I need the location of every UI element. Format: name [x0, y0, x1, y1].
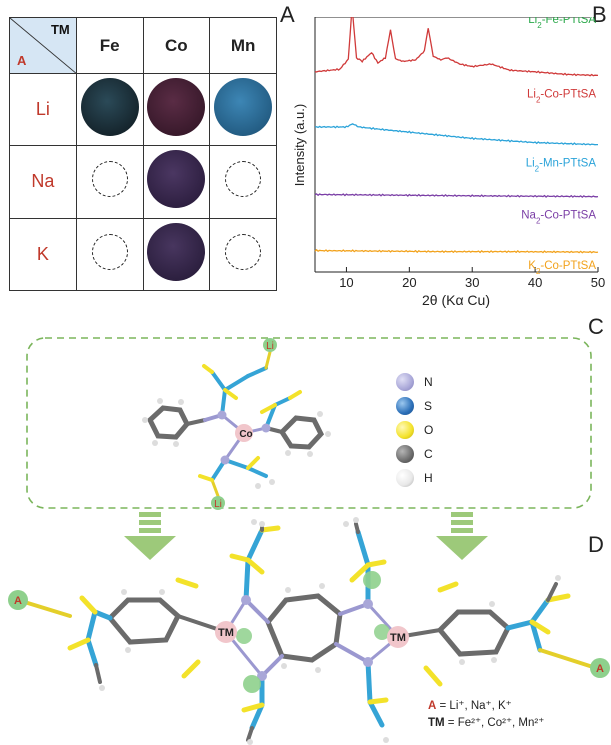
oxygen-atom-icon: [396, 421, 414, 439]
hydrogen-atom-icon: [396, 469, 414, 487]
table-row-na: Na: [9, 145, 277, 219]
monomer-li-label-top: Li: [266, 341, 274, 352]
x-tick-label: 50: [591, 275, 605, 290]
powder-sample-li-fe: [80, 78, 139, 137]
monomer-molecule: Co Li Li: [142, 338, 331, 510]
atom-legend-label: C: [424, 447, 433, 461]
empty-sample-k-fe: [91, 233, 128, 270]
x-tick-label: 30: [465, 275, 479, 290]
atom-legend-item: C: [396, 442, 433, 466]
xrd-series-label: Li2-Mn-PTtSA: [526, 158, 597, 174]
corner-tm-label: TM: [50, 22, 70, 37]
row-header-na: Na: [9, 145, 77, 219]
xrd-series-line: [314, 123, 598, 146]
empty-sample-na-fe: [91, 161, 128, 198]
panel-c-dashed-frame: [26, 337, 592, 509]
cell-na-fe: [75, 145, 144, 219]
cell-na-co: [142, 145, 211, 219]
xrd-series-line: [314, 17, 599, 77]
column-header-co: Co: [142, 17, 211, 74]
x-axis-label: 2θ (Kα Cu): [422, 292, 490, 308]
cell-li-mn: [209, 72, 277, 147]
note-a-line: A = Li⁺, Na⁺, K⁺: [428, 698, 544, 715]
atom-legend-label: N: [424, 375, 433, 389]
table-corner: TM A: [9, 17, 77, 74]
powder-sample-li-co: [147, 78, 206, 137]
table-row-k: K: [9, 217, 277, 292]
dimer-tm-label-right: TM: [390, 632, 406, 644]
cell-k-mn: [209, 217, 277, 292]
empty-sample-k-mn: [225, 233, 262, 270]
dimer-a-label-left: A: [14, 595, 22, 607]
dimer-legend-note: A = Li⁺, Na⁺, K⁺ TM = Fe²⁺, Co²⁺, Mn²⁺: [428, 698, 544, 732]
atom-legend-label: O: [424, 423, 434, 437]
atom-legend-item: O: [396, 418, 433, 442]
atom-legend-label: H: [424, 471, 433, 485]
arrow-down-left: [124, 512, 176, 560]
atom-legend-item: S: [396, 394, 433, 418]
powder-sample-na-co: [147, 150, 206, 209]
column-header-fe: Fe: [75, 17, 144, 74]
xrd-series-line: [314, 193, 599, 199]
xrd-series-label: K2-Co-PTtSA: [528, 260, 596, 276]
cell-k-co: [142, 217, 211, 292]
cell-k-fe: [75, 217, 144, 292]
panel-label-a: A: [280, 2, 295, 27]
panel-label-c: C: [588, 314, 604, 339]
carbon-atom-icon: [396, 445, 414, 463]
note-tm-key: TM: [428, 717, 445, 729]
note-a-key: A: [428, 700, 437, 712]
row-header-k: K: [9, 217, 77, 292]
table-row-li: Li: [9, 72, 277, 147]
x-tick-label: 20: [402, 275, 416, 290]
nitrogen-atom-icon: [396, 373, 414, 391]
xrd-series-label: Na2-Co-PTtSA: [521, 210, 596, 226]
xrd-chart: 10 20 30 40 50 Li2-Fe-PTtSA Li2-Co-PTtSA Li2-M…: [292, 17, 605, 308]
monomer-center-label: Co: [239, 429, 252, 440]
empty-sample-na-mn: [225, 161, 262, 198]
sulfur-atom-icon: [396, 397, 414, 415]
atom-legend: N S O C H: [396, 370, 433, 490]
powder-sample-k-co: [147, 222, 206, 281]
note-tm-line: TM = Fe²⁺, Co²⁺, Mn²⁺: [428, 715, 544, 732]
atom-legend-label: S: [424, 399, 433, 413]
y-axis-label: Intensity (a.u.): [292, 104, 307, 186]
note-a-values: = Li⁺, Na⁺, K⁺: [436, 700, 512, 712]
powder-sample-li-mn: [214, 78, 273, 137]
dimer-a-label-right: A: [596, 663, 604, 675]
x-tick-label: 40: [528, 275, 542, 290]
dimer-structure: TM TM A A: [8, 517, 610, 745]
cell-na-mn: [209, 145, 277, 219]
atom-legend-item: H: [396, 466, 433, 490]
cell-li-fe: [75, 72, 144, 147]
composition-table: TM A Fe Co Mn Li Na K: [9, 17, 277, 292]
column-header-mn: Mn: [209, 17, 277, 74]
xrd-series-line: [314, 248, 599, 254]
monomer-li-label-bottom: Li: [214, 499, 222, 510]
x-tick-label: 10: [339, 275, 353, 290]
corner-a-label: A: [17, 53, 27, 68]
panel-label-b: B: [592, 2, 607, 27]
dimer-tm-label-left: TM: [218, 627, 234, 639]
cell-li-co: [142, 72, 211, 147]
row-header-li: Li: [9, 72, 77, 147]
xrd-series-label: Li2-Co-PTtSA: [527, 88, 596, 104]
panel-label-d: D: [588, 532, 604, 557]
note-tm-values: = Fe²⁺, Co²⁺, Mn²⁺: [444, 717, 545, 729]
arrow-down-right: [436, 512, 488, 560]
xrd-series-label: Li2-Fe-PTtSA: [528, 17, 596, 30]
structure-illustration: Co Li Li: [8, 337, 610, 745]
atom-legend-item: N: [396, 370, 433, 394]
